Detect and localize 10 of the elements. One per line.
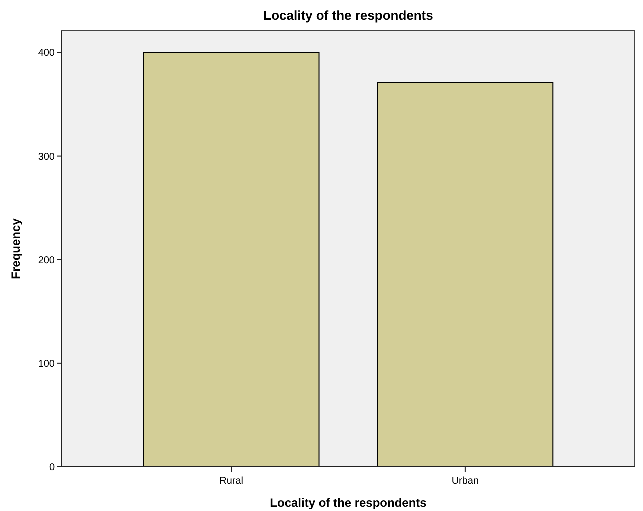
y-tick-label: 300 <box>38 152 56 163</box>
y-tick-label: 400 <box>38 48 56 60</box>
y-axis-title: Frequency <box>9 218 23 280</box>
y-tick-label: 0 <box>49 462 56 474</box>
chart-title: Locality of the respondents <box>264 8 434 23</box>
x-tick-label: Urban <box>452 476 480 487</box>
x-tick-label: Rural <box>220 476 244 487</box>
y-tick-label: 200 <box>38 255 56 266</box>
y-tick-label: 100 <box>38 358 56 370</box>
x-axis-title: Locality of the respondents <box>270 496 428 510</box>
